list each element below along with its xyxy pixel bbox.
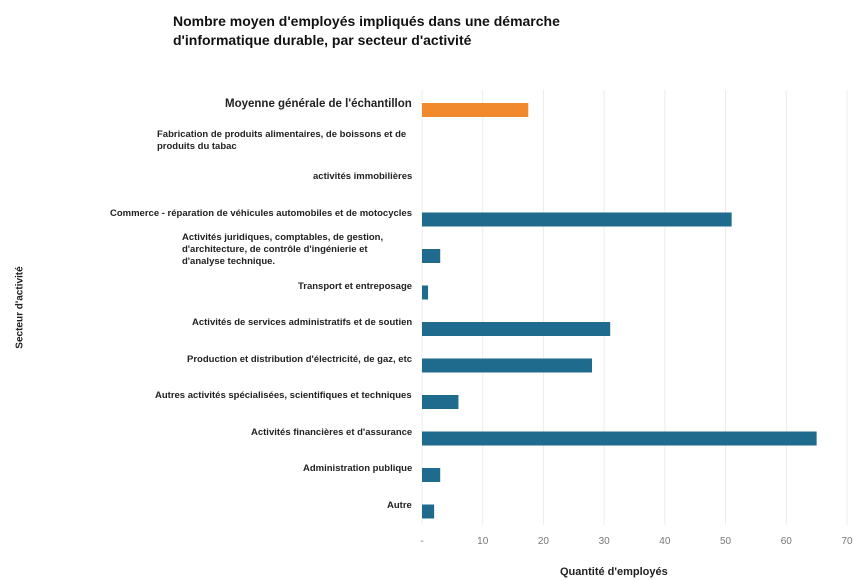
bar	[422, 249, 441, 263]
y-tick-label: Commerce - réparation de véhicules autom…	[110, 207, 412, 219]
bar	[422, 431, 817, 446]
y-tick-label: Activités de services administratifs et …	[192, 317, 413, 328]
x-tick-label: 50	[720, 536, 732, 547]
y-tick-label: Administration publique	[303, 463, 413, 474]
y-tick-label: activités immobilières	[313, 171, 413, 182]
bar	[422, 468, 441, 482]
x-tick-label: 10	[477, 536, 489, 547]
bar	[422, 212, 732, 227]
bar	[422, 358, 592, 373]
y-tick-label: Transport et entreposage	[298, 280, 413, 292]
x-tick-label: 40	[659, 536, 671, 547]
y-tick-label: Production et distribution d'électricité…	[187, 353, 413, 365]
y-tick-label: Autres activités spécialisées, scientifi…	[155, 390, 412, 401]
x-tick-label: 30	[598, 536, 610, 547]
x-tick-label: 20	[537, 536, 549, 547]
y-tick-label: Moyenne générale de l'échantillon	[225, 98, 412, 110]
y-tick-label: Fabrication de produits alimentaires, de…	[157, 128, 407, 152]
bar	[422, 103, 529, 117]
y-axis-label: Secteur d'activité	[14, 266, 26, 349]
bar	[422, 322, 611, 336]
bar	[422, 395, 459, 409]
bar	[422, 285, 429, 300]
x-tick-label: 70	[841, 536, 853, 547]
x-tick-label: -	[420, 536, 424, 547]
chart-title: Nombre moyen d'employés impliqués dans u…	[173, 13, 560, 48]
bar	[422, 504, 435, 519]
y-tick-label: Activités financières et d'assurance	[251, 426, 413, 438]
x-axis-label: Quantité d'employés	[560, 566, 668, 578]
y-tick-label: Activités juridiques, comptables, de ges…	[182, 232, 384, 267]
y-tick-label: Autre	[387, 499, 412, 511]
x-tick-label: 60	[780, 536, 792, 547]
